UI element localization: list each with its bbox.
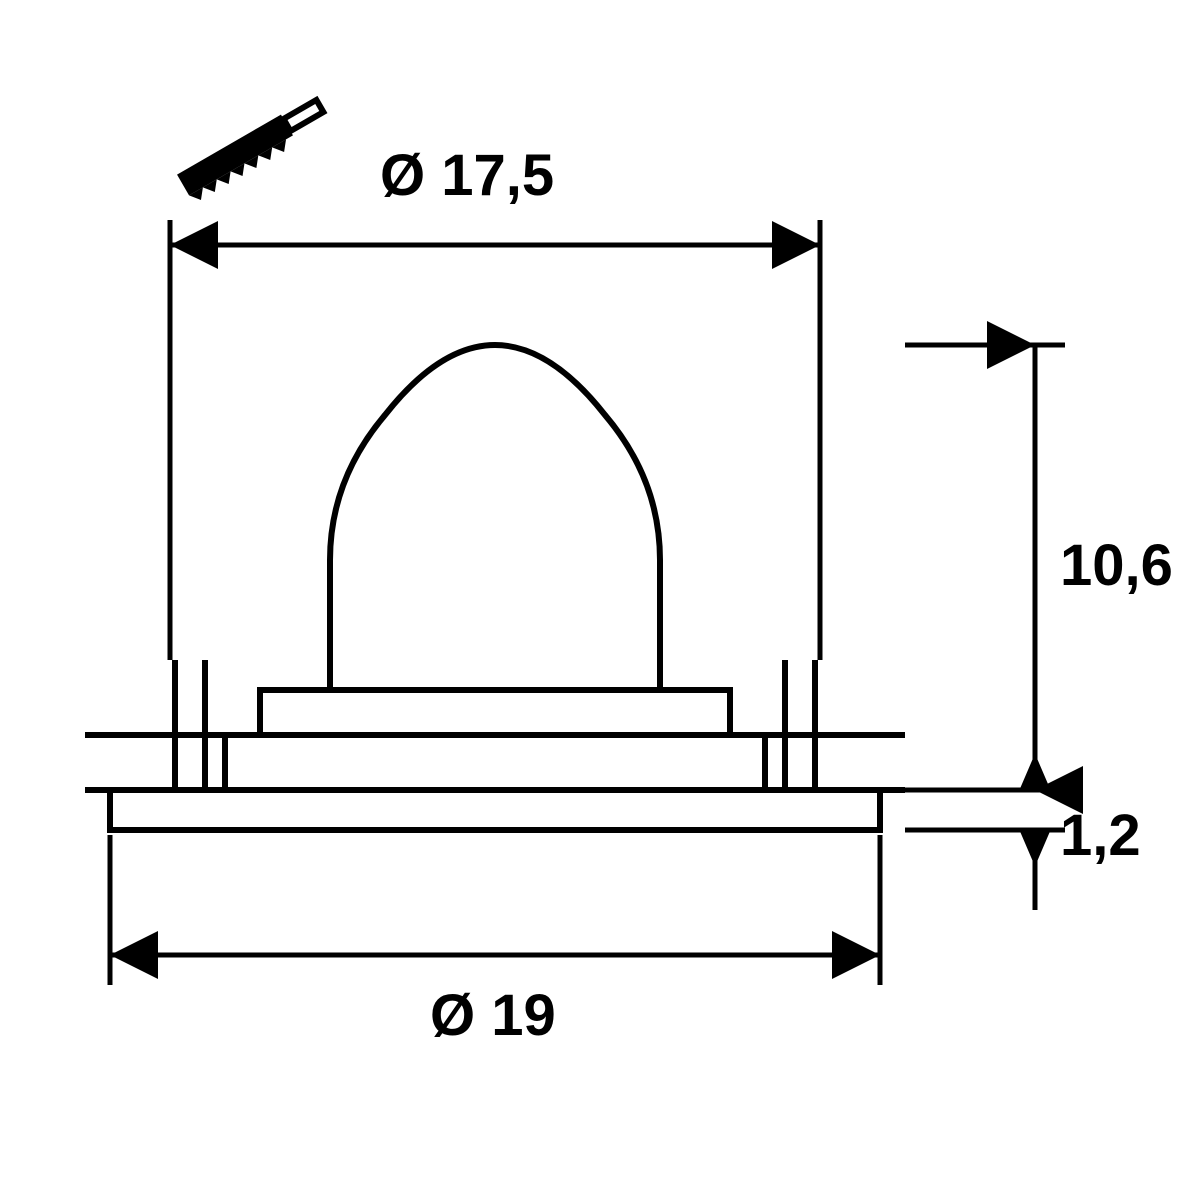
dimension-overall-diameter <box>110 835 880 985</box>
dimension-cutout-diameter <box>170 220 820 660</box>
dimension-trim-thickness <box>905 700 1065 910</box>
fixture-outline <box>85 345 905 830</box>
cutout-diameter-label: Ø 17,5 <box>380 143 554 208</box>
technical-drawing: Ø 17,5 Ø 19 10,6 1,2 <box>0 0 1200 1200</box>
saw-icon <box>177 96 331 204</box>
recessed-height-label: 10,6 <box>1060 533 1173 598</box>
overall-diameter-label: Ø 19 <box>430 983 556 1048</box>
trim-thickness-label: 1,2 <box>1060 803 1141 868</box>
dimension-recessed-height <box>905 345 1065 790</box>
